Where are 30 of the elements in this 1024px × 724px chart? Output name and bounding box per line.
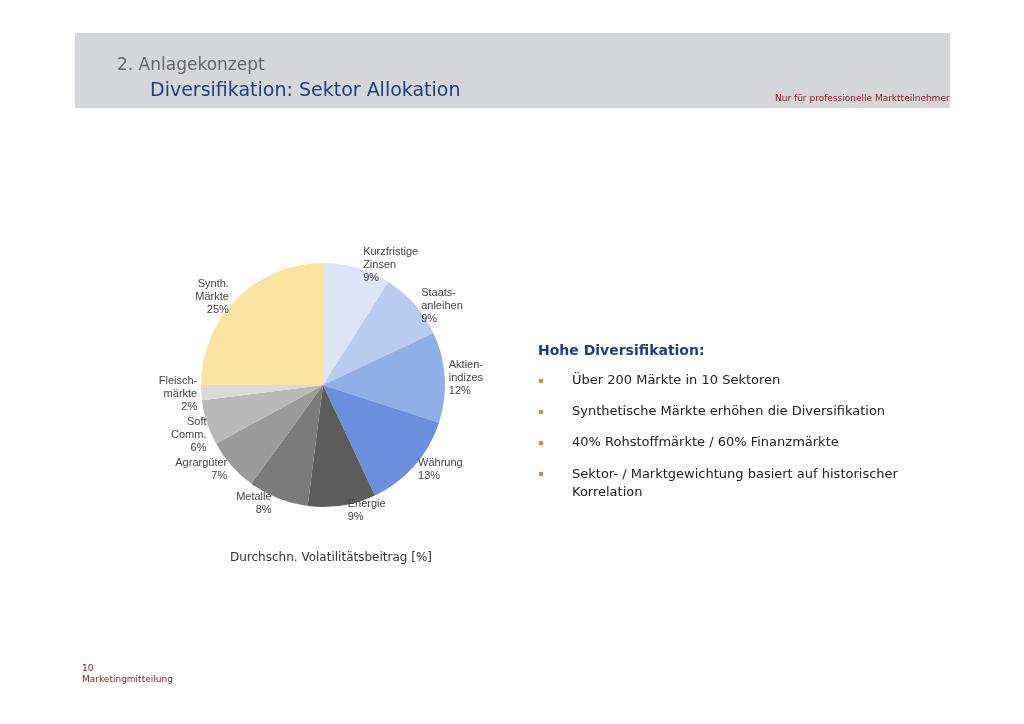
text: Marketingmitteilung [82,674,173,684]
data-label: 7% [211,468,228,481]
slice-label: Synth. Märkte [195,276,229,302]
data-label: 12% [448,384,471,397]
chart-subtitle: 2. Anlagekonzept [117,54,265,74]
slice-label: Währung [418,455,463,468]
data-label: 6% [190,440,207,453]
slice-label: Kurzfristige Zinsen [363,245,419,270]
text: Nur für professionelle Marktteilnehmer [775,93,950,103]
data-label: 8% [255,502,272,515]
data-label: 2% [181,399,198,412]
text: 40% Rohstoffmärkte / 60% Finanzmärkte [572,434,839,449]
text: Hohe Diversifikation: [538,342,705,358]
text: 10 [82,663,94,673]
slice-label: Soft Comm. [171,414,207,440]
text: Synthetische Märkte erhöhen die Diversifikation [572,403,886,418]
text: Durchschn. Volatilitätsbeitrag [%] [230,550,432,564]
data-label: 9% [363,271,380,283]
slice-label: Metalle [236,489,272,502]
data-label: 9% [347,509,364,522]
slice-label: Fleisch- märkte [158,373,198,399]
data-label: 25% [206,302,230,315]
data-label: 13% [418,468,441,481]
data-label: 9% [421,312,438,324]
slice-label: Aktien- indizes [448,358,484,384]
text: Sektor- / Marktgewichtung basiert auf historischer Korrelation [572,465,899,501]
chart-title: Diversifikation: Sektor Allokation [150,78,461,100]
slice-label: Staats- anleihen [421,286,463,311]
text: Über 200 Märkte in 10 Sektoren [572,372,781,387]
slice-label: Agrargüter [175,455,228,468]
